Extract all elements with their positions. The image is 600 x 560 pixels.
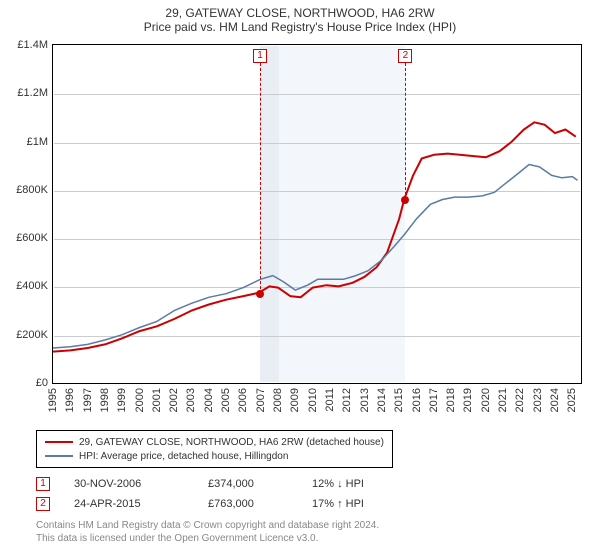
x-axis-label: 2001 <box>151 388 163 412</box>
x-axis-label: 1995 <box>47 388 59 412</box>
legend-swatch <box>45 455 73 457</box>
x-axis-label: 2008 <box>272 388 284 412</box>
y-axis-label: £1M <box>0 136 48 148</box>
x-axis-label: 2024 <box>549 388 561 412</box>
sale-date: 24-APR-2015 <box>74 498 184 510</box>
footer-line-2: This data is licensed under the Open Gov… <box>36 533 379 546</box>
y-axis-label: £0 <box>0 377 48 389</box>
sale-hpi: 17% ↑ HPI <box>312 498 402 510</box>
marker-dot-1 <box>256 290 264 298</box>
y-axis-label: £1.2M <box>0 87 48 99</box>
x-axis-label: 2010 <box>307 388 319 412</box>
x-axis-label: 2021 <box>497 388 509 412</box>
y-axis-label: £800K <box>0 184 48 196</box>
chart-area: 12 £0£200K£400K£600K£800K£1M£1.2M£1.4M19… <box>52 44 582 384</box>
x-axis-label: 2007 <box>255 388 267 412</box>
y-axis-label: £600K <box>0 232 48 244</box>
x-axis-label: 2014 <box>376 388 388 412</box>
x-axis-label: 2004 <box>203 388 215 412</box>
marker-box-2: 2 <box>398 49 412 63</box>
legend-swatch <box>45 441 73 443</box>
x-axis-label: 2000 <box>134 388 146 412</box>
series-price_paid <box>53 122 576 351</box>
x-axis-label: 1997 <box>82 388 94 412</box>
legend-box: 29, GATEWAY CLOSE, NORTHWOOD, HA6 2RW (d… <box>36 430 393 468</box>
marker-dot-2 <box>401 196 409 204</box>
chart-title: 29, GATEWAY CLOSE, NORTHWOOD, HA6 2RW <box>0 0 600 20</box>
x-axis-label: 2011 <box>324 388 336 412</box>
x-axis-label: 2015 <box>393 388 405 412</box>
x-axis-label: 2013 <box>359 388 371 412</box>
sale-price: £763,000 <box>208 498 288 510</box>
marker-box-1: 1 <box>253 49 267 63</box>
series-hpi <box>53 165 578 349</box>
chart-subtitle: Price paid vs. HM Land Registry's House … <box>0 20 600 38</box>
legend-item: HPI: Average price, detached house, Hill… <box>45 449 384 463</box>
legend-label: HPI: Average price, detached house, Hill… <box>79 451 288 462</box>
legend-label: 29, GATEWAY CLOSE, NORTHWOOD, HA6 2RW (d… <box>79 437 384 448</box>
x-axis-label: 1998 <box>99 388 111 412</box>
x-axis-label: 2017 <box>428 388 440 412</box>
x-axis-label: 2023 <box>532 388 544 412</box>
sale-price: £374,000 <box>208 478 288 490</box>
x-axis-label: 2006 <box>237 388 249 412</box>
x-axis-label: 2002 <box>168 388 180 412</box>
footer-line-1: Contains HM Land Registry data © Crown c… <box>36 520 379 533</box>
x-axis-label: 1996 <box>64 388 76 412</box>
y-axis-label: £200K <box>0 329 48 341</box>
chart-lines <box>52 44 582 384</box>
sale-row-1: 1 30-NOV-2006 £374,000 12% ↓ HPI <box>36 474 402 494</box>
x-axis-label: 2020 <box>480 388 492 412</box>
x-axis-label: 2016 <box>411 388 423 412</box>
x-axis-label: 2003 <box>185 388 197 412</box>
x-axis-label: 1999 <box>116 388 128 412</box>
sale-row-2: 2 24-APR-2015 £763,000 17% ↑ HPI <box>36 494 402 514</box>
x-axis-label: 2018 <box>445 388 457 412</box>
footer-attribution: Contains HM Land Registry data © Crown c… <box>36 520 379 545</box>
y-axis-label: £400K <box>0 280 48 292</box>
x-axis-label: 2009 <box>289 388 301 412</box>
sale-marker-2: 2 <box>36 497 50 511</box>
legend-item: 29, GATEWAY CLOSE, NORTHWOOD, HA6 2RW (d… <box>45 435 384 449</box>
sale-marker-1: 1 <box>36 477 50 491</box>
x-axis-label: 2019 <box>462 388 474 412</box>
x-axis-label: 2025 <box>566 388 578 412</box>
x-axis-label: 2012 <box>341 388 353 412</box>
x-axis-label: 2005 <box>220 388 232 412</box>
y-axis-label: £1.4M <box>0 39 48 51</box>
sales-table: 1 30-NOV-2006 £374,000 12% ↓ HPI 2 24-APR-201… <box>36 474 402 514</box>
x-axis-label: 2022 <box>514 388 526 412</box>
sale-date: 30-NOV-2006 <box>74 478 184 490</box>
sale-hpi: 12% ↓ HPI <box>312 478 402 490</box>
